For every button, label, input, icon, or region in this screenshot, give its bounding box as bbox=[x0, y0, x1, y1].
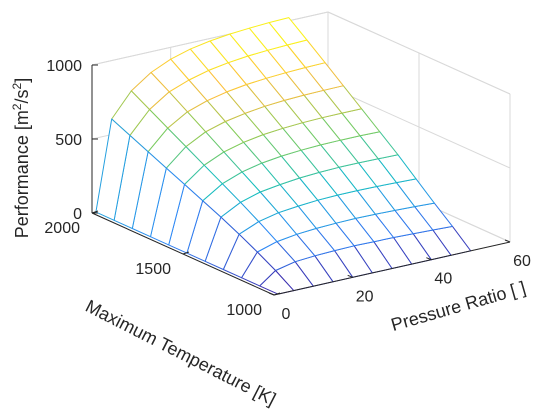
z-axis-label-mid: /s bbox=[12, 89, 32, 103]
x-tick-label: 60 bbox=[513, 253, 531, 270]
z-axis-label-sup1: 2 bbox=[10, 103, 24, 110]
z-axis-label: Performance [m2/s2] bbox=[10, 78, 32, 238]
z-axis-label-main: Performance [m bbox=[12, 110, 32, 238]
y-tick-mark bbox=[182, 251, 190, 255]
z-axis-label-end: ] bbox=[12, 78, 32, 83]
x-axis-line bbox=[273, 241, 511, 296]
x-tick-mark bbox=[426, 257, 432, 261]
x-tick-label: 0 bbox=[282, 306, 291, 323]
surface-mesh bbox=[95, 17, 472, 295]
x-tick-label: 20 bbox=[356, 288, 374, 305]
x-tick-label: 40 bbox=[434, 271, 452, 288]
grid-z-side bbox=[327, 11, 511, 95]
axis-lines bbox=[91, 64, 511, 296]
y-tick-label: 1500 bbox=[135, 261, 171, 278]
y-tick-mark bbox=[273, 292, 281, 296]
x-tick-mark bbox=[268, 292, 275, 296]
z-tick-label: 500 bbox=[55, 132, 82, 149]
z-tick-label: 0 bbox=[73, 206, 82, 223]
z-axis-label-sup2: 2 bbox=[10, 82, 24, 89]
x-tick-mark bbox=[504, 239, 511, 243]
y-tick-label: 2000 bbox=[44, 220, 80, 237]
surface-cell bbox=[95, 118, 131, 221]
y-tick-label: 1000 bbox=[226, 302, 262, 319]
z-tick-label: 1000 bbox=[46, 58, 82, 75]
grid-z-side bbox=[327, 85, 511, 169]
x-axis-label: Pressure Ratio [ ] bbox=[389, 277, 528, 335]
x-tick-mark bbox=[347, 274, 353, 278]
